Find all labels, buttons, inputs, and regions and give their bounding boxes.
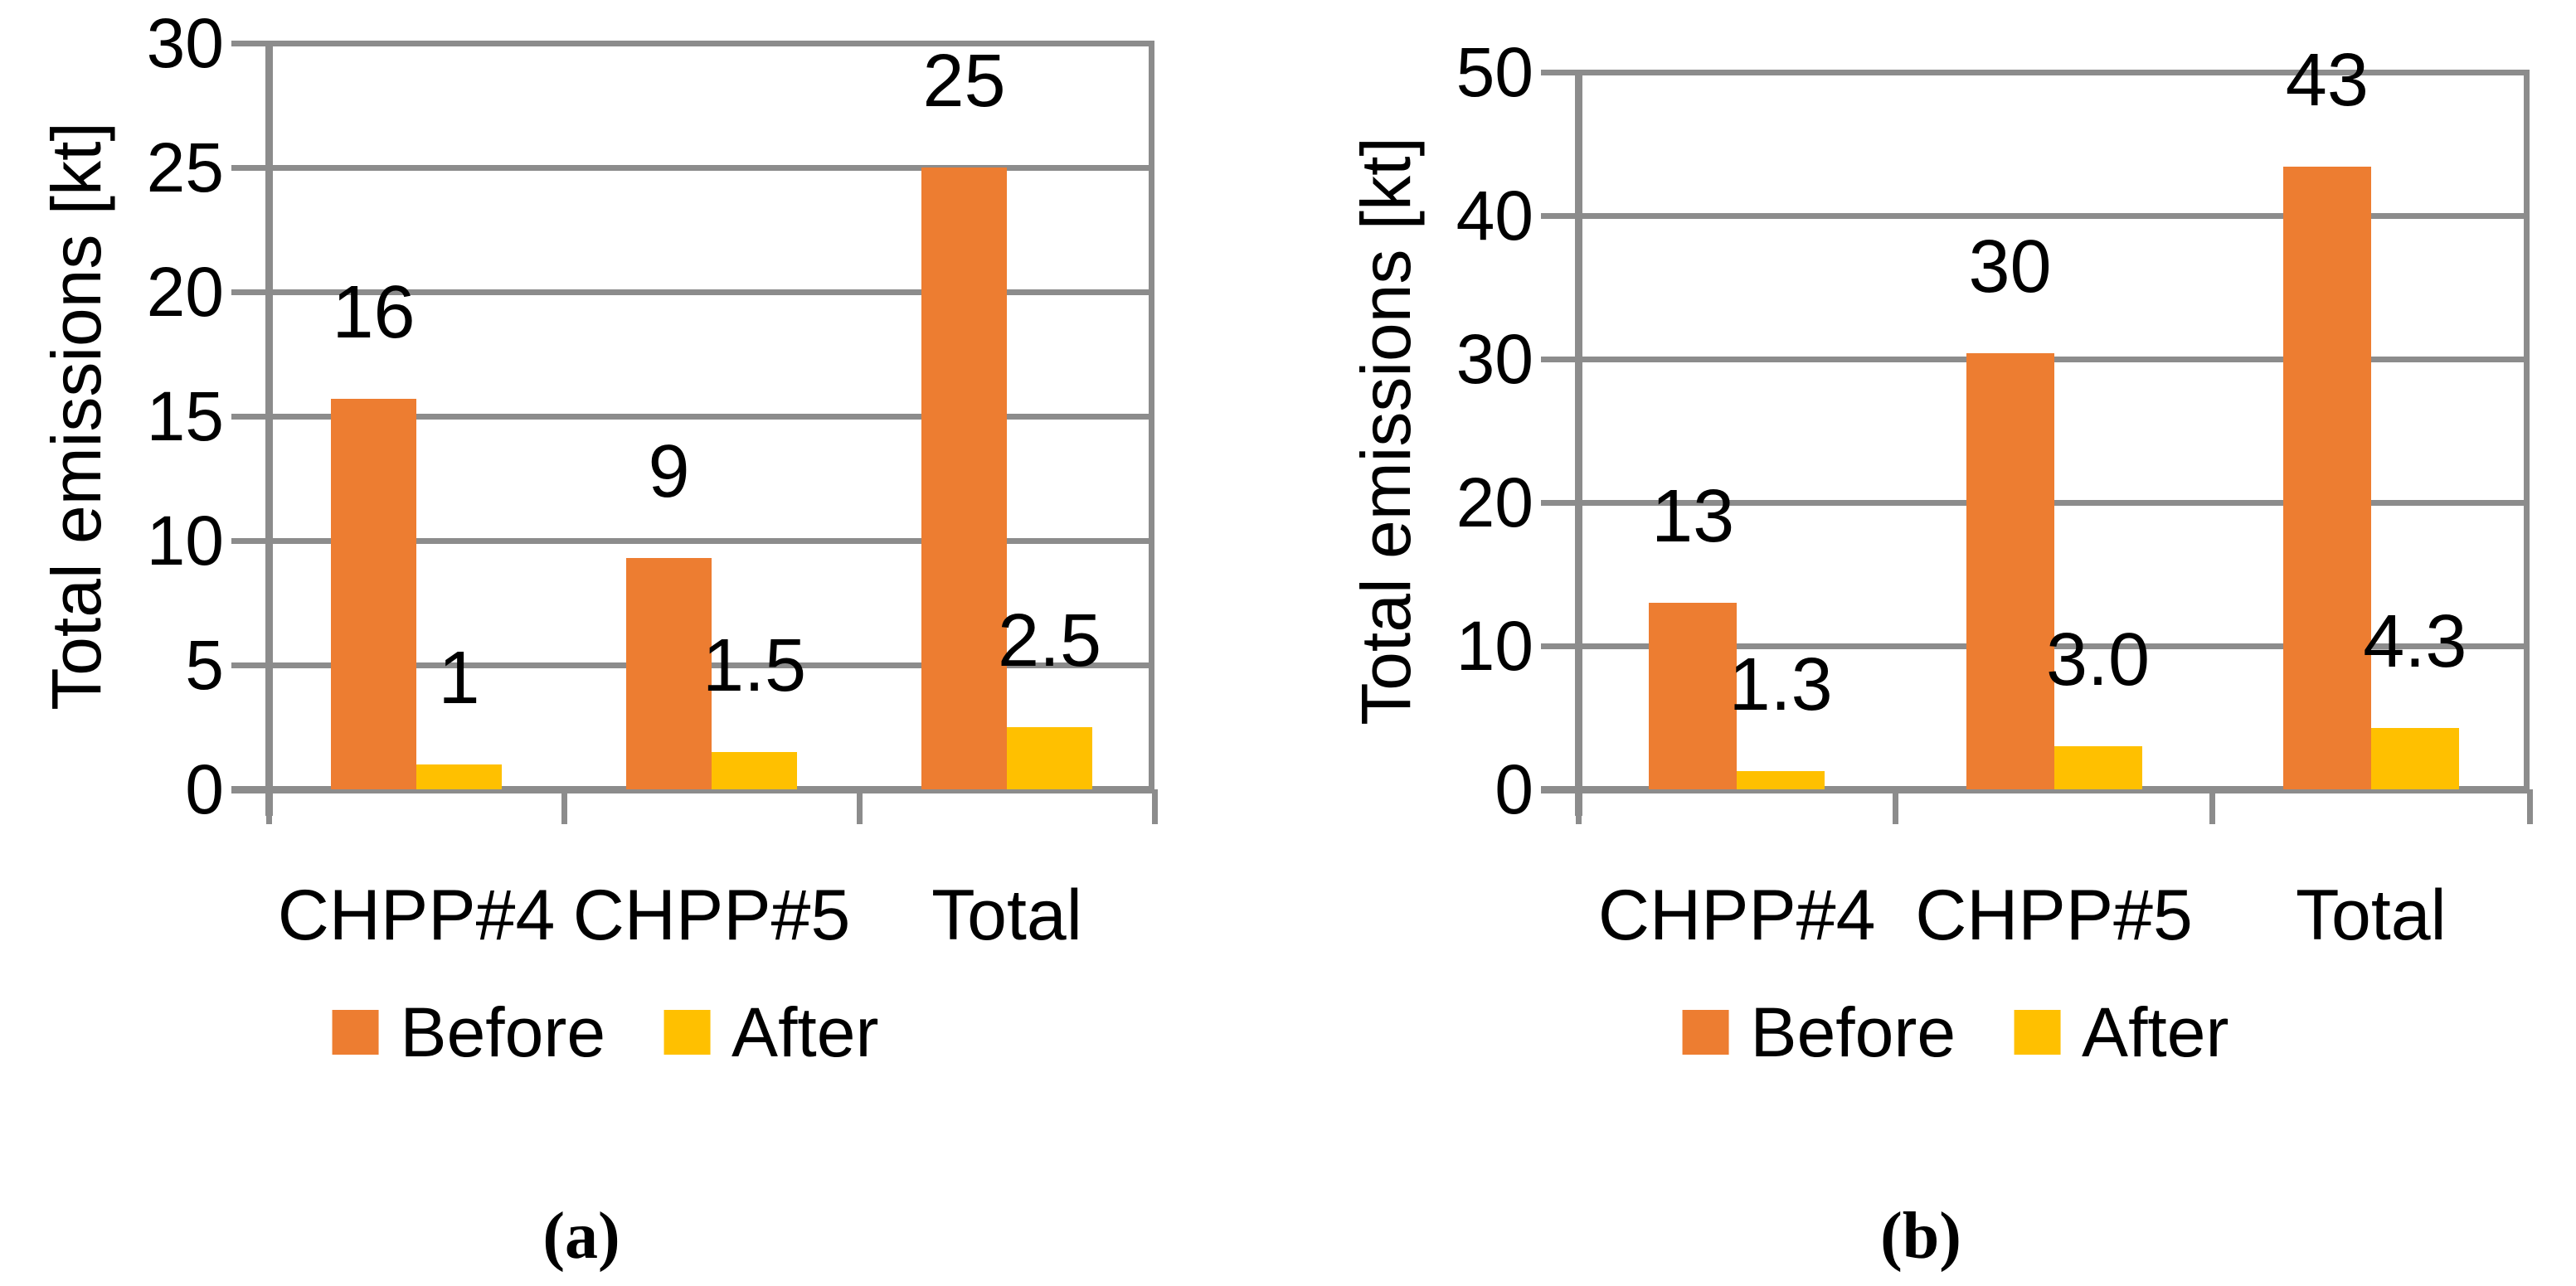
x-axis-tick: [2209, 789, 2216, 824]
bar-before-total: [921, 167, 1007, 789]
legend-item-before: Before: [1682, 993, 1956, 1071]
x-axis-tick: [1151, 789, 1158, 824]
data-label-before-1: 9: [648, 430, 690, 513]
y-axis-title: Total emissions [kt]: [1347, 136, 1425, 725]
y-axis-tick-label: 30: [146, 4, 224, 82]
legend-label-after: After: [2082, 993, 2229, 1071]
data-label-after-2: 4.3: [2363, 599, 2467, 683]
bar-before-chpp4: [1649, 603, 1738, 789]
bar-after-chpp4: [1737, 770, 1825, 789]
y-axis-tick-label: 15: [146, 377, 224, 455]
panel-caption-b: (b): [1880, 1200, 1961, 1273]
plot-right-border: [1149, 43, 1154, 789]
legend-item-before: Before: [332, 993, 606, 1071]
legend-item-after: After: [2014, 994, 2228, 1070]
plot-right-border: [2524, 72, 2530, 789]
y-axis-tick-label: 20: [146, 253, 224, 331]
panel-caption-a: (a): [542, 1200, 620, 1273]
y-axis-title: Total emissions [kt]: [37, 122, 115, 711]
x-axis-tick: [2526, 789, 2533, 824]
gridline: [231, 537, 1154, 544]
data-label-after-1: 1.5: [702, 624, 807, 707]
category-label-total: Total: [2295, 876, 2447, 955]
legend-item-after: After: [663, 994, 878, 1070]
legend: Before After: [1682, 993, 2228, 1071]
x-axis-line: [1541, 785, 2530, 793]
y-axis-tick-label: 30: [1456, 320, 1533, 398]
category-label-chpp5: CHPP#5: [1915, 876, 2193, 955]
legend-swatch-before-icon: [332, 1010, 379, 1055]
x-axis-line: [231, 785, 1154, 793]
bar-before-total: [2282, 167, 2371, 789]
legend-swatch-before-icon: [1682, 1010, 1729, 1055]
bar-after-chpp4: [416, 764, 502, 789]
data-label-before-0: 16: [332, 271, 416, 354]
gridline: [231, 164, 1154, 171]
gridline: [1541, 212, 2530, 219]
category-label-chpp4: CHPP#4: [1597, 876, 1876, 955]
y-axis-tick-label: 5: [185, 626, 224, 704]
category-label-chpp5: CHPP#5: [572, 876, 851, 955]
data-label-after-0: 1.3: [1728, 643, 1833, 726]
y-axis-tick-label: 50: [1456, 33, 1533, 111]
bar-after-chpp5: [712, 752, 797, 789]
x-axis-tick: [1575, 789, 1582, 824]
category-label-total: Total: [931, 876, 1082, 955]
x-axis-tick: [1892, 789, 1898, 824]
data-label-after-2: 2.5: [997, 599, 1102, 682]
legend-swatch-after-icon: [2014, 1010, 2061, 1055]
gridline: [231, 413, 1154, 420]
legend-label-after: After: [731, 993, 879, 1071]
x-axis-tick: [856, 789, 863, 824]
y-axis-tick-label: 20: [1456, 463, 1533, 541]
y-axis-tick-label: 25: [146, 129, 224, 206]
data-label-before-1: 30: [1968, 226, 2052, 309]
category-label-chpp4: CHPP#4: [277, 876, 556, 955]
legend-swatch-after-icon: [663, 1010, 711, 1055]
y-axis-tick-label: 0: [185, 750, 224, 828]
x-axis-tick: [265, 789, 272, 824]
data-label-before-2: 25: [922, 40, 1006, 123]
data-label-before-0: 13: [1651, 475, 1735, 559]
bar-before-chpp5: [626, 558, 712, 789]
legend-label-before: Before: [1750, 993, 1956, 1071]
x-axis-tick: [561, 789, 567, 824]
y-axis-tick-label: 0: [1495, 750, 1533, 828]
data-label-after-1: 3.0: [2045, 619, 2151, 702]
gridline: [231, 289, 1154, 295]
y-axis-line: [265, 43, 273, 816]
y-axis-line: [1574, 72, 1582, 816]
data-label-before-2: 43: [2285, 39, 2369, 123]
gridline: [231, 40, 1154, 46]
bar-after-chpp5: [2054, 746, 2142, 789]
y-axis-tick-label: 10: [146, 502, 224, 580]
y-axis-tick-label: 40: [1456, 177, 1533, 255]
bar-after-total: [2370, 727, 2459, 789]
data-label-after-0: 1: [438, 637, 480, 720]
gridline: [1541, 69, 2530, 75]
legend-label-before: Before: [400, 993, 606, 1071]
legend: Before After: [332, 993, 878, 1071]
bar-before-chpp5: [1966, 353, 2054, 789]
bar-before-chpp4: [331, 399, 416, 789]
y-axis-tick-label: 10: [1456, 607, 1533, 685]
bar-after-total: [1007, 727, 1092, 789]
